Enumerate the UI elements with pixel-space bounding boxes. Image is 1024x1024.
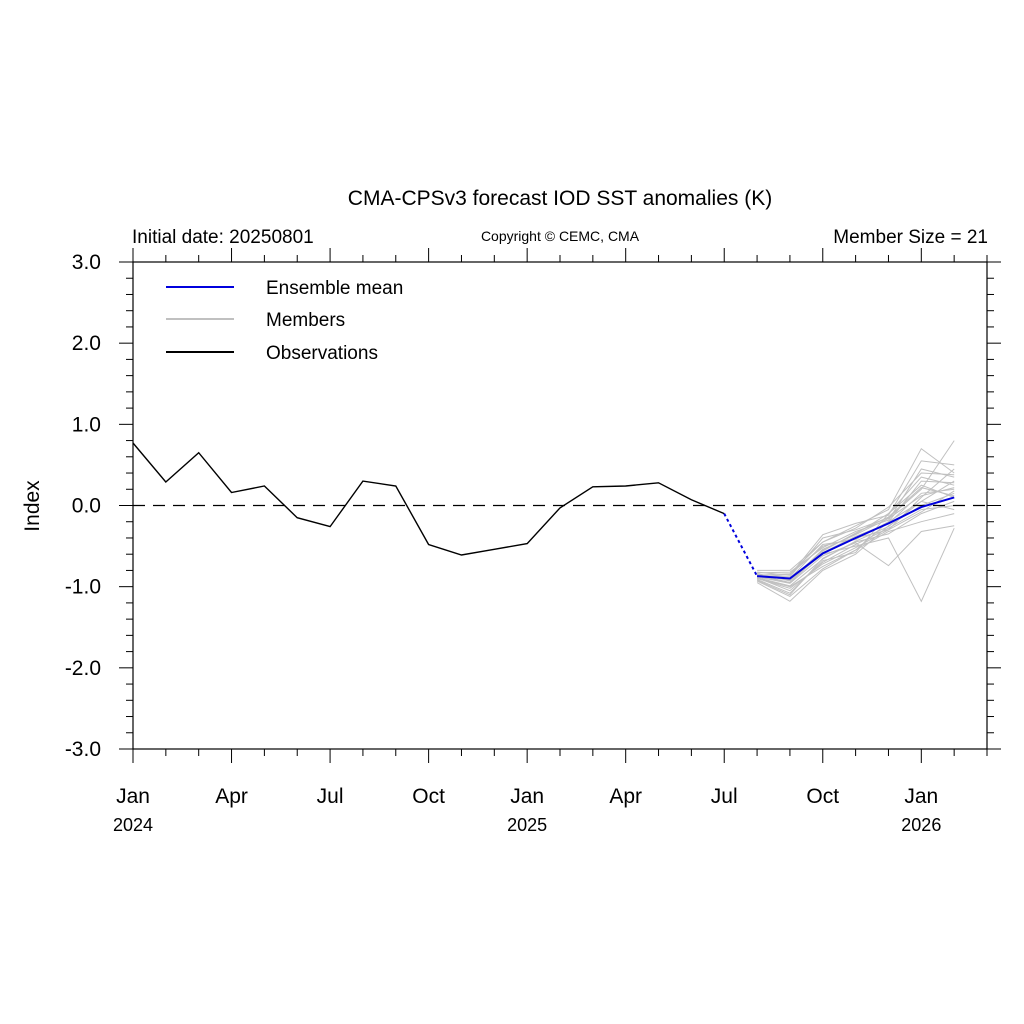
member-lines: [756, 440, 955, 603]
y-axis-label: Index: [21, 480, 44, 532]
member-line: [757, 527, 955, 603]
member-line: [757, 440, 955, 578]
member-line: [757, 468, 955, 574]
observation-line: [132, 442, 725, 556]
member-line: [756, 484, 955, 594]
x-tick-label: Apr: [609, 785, 642, 808]
y-tick-label: 1.0: [72, 413, 101, 436]
y-tick-label: 3.0: [72, 251, 101, 274]
member-line: [756, 505, 955, 592]
member-line: [756, 490, 955, 589]
legend-label-observations: Observations: [266, 343, 378, 364]
copyright-label: Copyright © CEMC, CMA: [481, 228, 640, 244]
legend-label-members: Members: [266, 310, 345, 331]
x-tick-labels: Jan Apr Jul Oct Jan Apr Jul Oct Jan: [116, 785, 938, 808]
y-tick-label: -2.0: [65, 657, 101, 680]
axis-ticks: [119, 248, 1001, 763]
member-line: [757, 447, 955, 571]
x-tick-label: Jan: [904, 785, 938, 808]
x-tick-label: Jan: [510, 785, 544, 808]
ensemble-mean-line: [757, 496, 955, 580]
y-tick-label: 2.0: [72, 332, 101, 355]
x-tick-label: Oct: [806, 785, 839, 808]
x-year-label: 2026: [901, 815, 941, 835]
x-tick-label: Jan: [116, 785, 150, 808]
member-line: [756, 487, 955, 582]
legend: Ensemble mean Members Observations: [166, 278, 403, 364]
x-tick-label: Jul: [317, 785, 344, 808]
member-line: [756, 513, 955, 597]
member-line: [757, 460, 955, 576]
ensemble-mean-connector: [723, 513, 758, 577]
member-size-label: Member Size = 21: [833, 227, 988, 248]
x-tick-label: Oct: [412, 785, 445, 808]
y-tick-labels: 3.0 2.0 1.0 0.0 -1.0 -2.0 -3.0: [65, 251, 101, 761]
y-tick-label: -3.0: [65, 738, 101, 761]
x-year-label: 2025: [507, 815, 547, 835]
member-line: [756, 500, 955, 587]
x-year-labels: 2024 2025 2026: [113, 815, 941, 835]
chart-title: CMA-CPSv3 forecast IOD SST anomalies (K): [348, 187, 772, 210]
y-tick-label: 0.0: [72, 495, 101, 518]
member-line: [757, 525, 955, 584]
x-year-label: 2024: [113, 815, 153, 835]
member-line: [757, 472, 955, 576]
member-line: [757, 488, 955, 584]
x-tick-label: Apr: [215, 785, 248, 808]
y-tick-label: -1.0: [65, 576, 101, 599]
x-tick-label: Jul: [711, 785, 738, 808]
member-line: [757, 487, 955, 580]
legend-label-ensemble-mean: Ensemble mean: [266, 278, 403, 299]
member-line: [756, 500, 955, 596]
initial-date-label: Initial date: 20250801: [132, 227, 314, 248]
